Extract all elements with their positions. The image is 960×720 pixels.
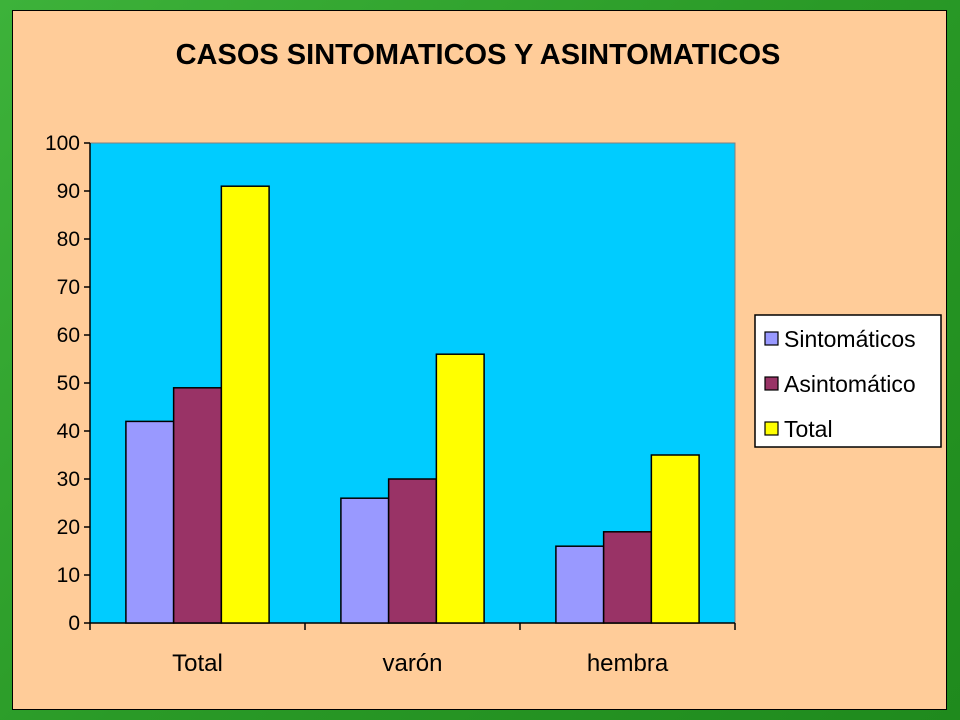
bar-asintomatico <box>387 478 438 624</box>
bar-total <box>650 454 700 624</box>
legend-swatch <box>764 421 779 436</box>
y-tick-label: 20 <box>57 516 80 539</box>
y-tick-label: 100 <box>45 132 80 155</box>
legend-label: Sintomáticos <box>784 326 916 352</box>
x-category-label: varón <box>382 650 442 677</box>
legend-swatch <box>764 376 779 391</box>
legend-label: Asintomático <box>784 371 916 397</box>
y-tick-label: 30 <box>57 468 80 491</box>
bar-asintomatico <box>172 387 223 624</box>
y-tick-label: 10 <box>57 564 80 587</box>
bar-sintomaticos <box>340 497 390 624</box>
y-tick-label: 60 <box>57 324 80 347</box>
legend-box <box>754 314 942 448</box>
y-tick-label: 50 <box>57 372 80 395</box>
bar-sintomaticos <box>125 420 175 624</box>
y-tick-label: 90 <box>57 180 80 203</box>
legend-swatch <box>764 331 779 346</box>
bars <box>125 185 700 624</box>
x-category-label: hembra <box>587 650 669 677</box>
y-tick-label: 70 <box>57 276 80 299</box>
bar-total <box>220 185 270 624</box>
bar-asintomatico <box>602 531 653 624</box>
y-tick-label: 40 <box>57 420 80 443</box>
bar-sintomaticos <box>555 545 605 624</box>
y-axis: 0 10 20 30 40 50 60 70 80 90 100 <box>45 132 91 635</box>
bar-total <box>435 353 485 624</box>
legend: Sintomáticos Asintomático Total <box>754 314 942 448</box>
chart-title: CASOS SINTOMATICOS Y ASINTOMATICOS <box>176 39 781 71</box>
x-axis: Total varón hembra <box>89 622 736 677</box>
x-category-label: Total <box>172 650 223 677</box>
legend-label: Total <box>784 416 833 442</box>
y-tick-label: 0 <box>68 612 80 635</box>
y-tick-label: 80 <box>57 228 80 251</box>
